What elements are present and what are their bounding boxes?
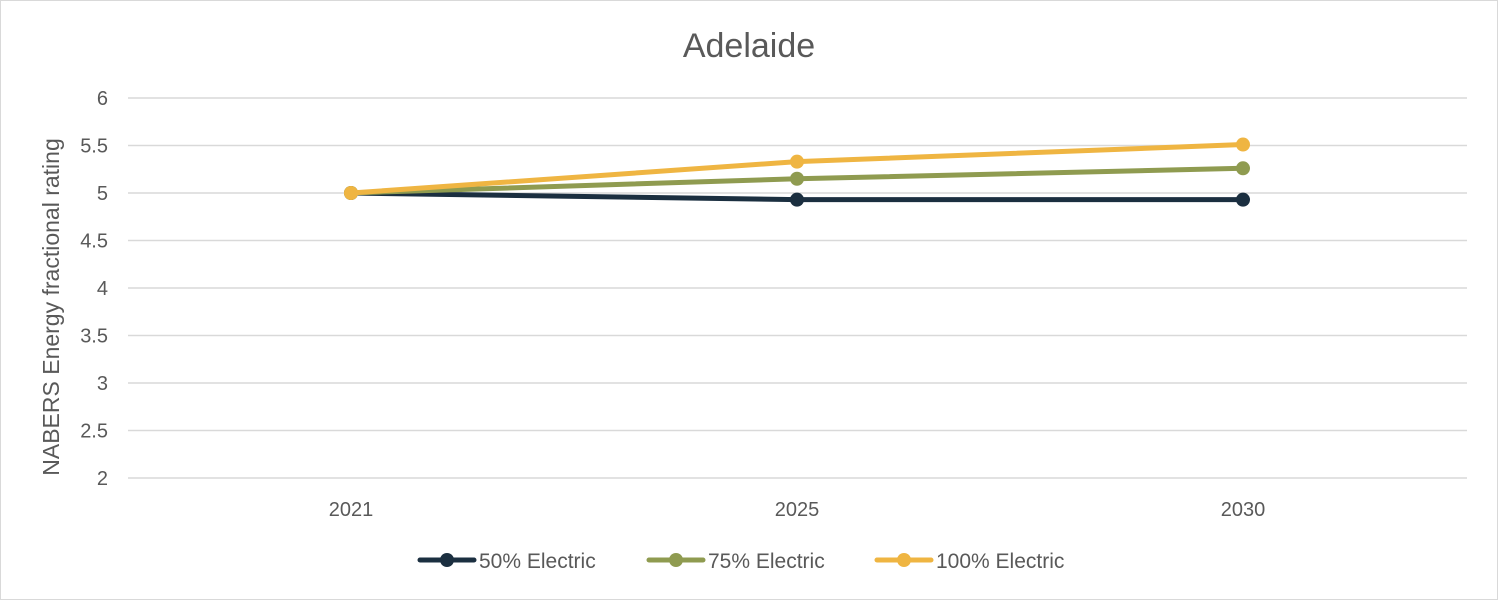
legend-item: 50% Electric: [417, 550, 596, 573]
legend-marker: [897, 553, 911, 567]
legend-item: 100% Electric: [874, 550, 1064, 573]
legend-item: 75% Electric: [646, 550, 825, 573]
legend-label: 50% Electric: [479, 550, 596, 573]
y-tick-label: 4.5: [80, 231, 108, 253]
x-tick-label: 2021: [329, 499, 374, 521]
data-point: [1236, 137, 1250, 152]
data-point: [1236, 161, 1250, 176]
series-layer: [344, 137, 1250, 207]
chart-title: Adelaide: [683, 27, 815, 65]
x-axis-tick-labels: 2021 2025 2030: [329, 499, 1266, 521]
y-tick-label: 3: [97, 373, 108, 395]
y-tick-label: 6: [97, 88, 108, 110]
data-point: [790, 154, 804, 169]
y-tick-label: 3.5: [80, 326, 108, 348]
legend-label: 100% Electric: [936, 550, 1064, 573]
legend-label: 75% Electric: [708, 550, 825, 573]
y-tick-label: 5.5: [80, 136, 108, 158]
y-axis-title: NABERS Energy fractional rating: [38, 138, 64, 476]
series-3: [344, 137, 1250, 200]
legend-marker: [440, 553, 454, 567]
legend: 50% Electric 75% Electric 100% Electric: [417, 550, 1064, 573]
data-point: [344, 186, 358, 200]
x-tick-label: 2025: [775, 499, 820, 521]
x-tick-label: 2030: [1221, 499, 1266, 521]
data-point: [790, 171, 804, 186]
y-tick-label: 2: [97, 468, 108, 490]
legend-marker: [669, 553, 683, 567]
y-tick-label: 2.5: [80, 421, 108, 443]
y-tick-label: 5: [97, 183, 108, 205]
data-point: [790, 192, 804, 207]
y-tick-label: 4: [97, 278, 108, 300]
data-point: [1236, 192, 1250, 207]
y-axis-tick-labels: 2 2.5 3 3.5 4 4.5 5 5.5 6: [80, 88, 108, 490]
